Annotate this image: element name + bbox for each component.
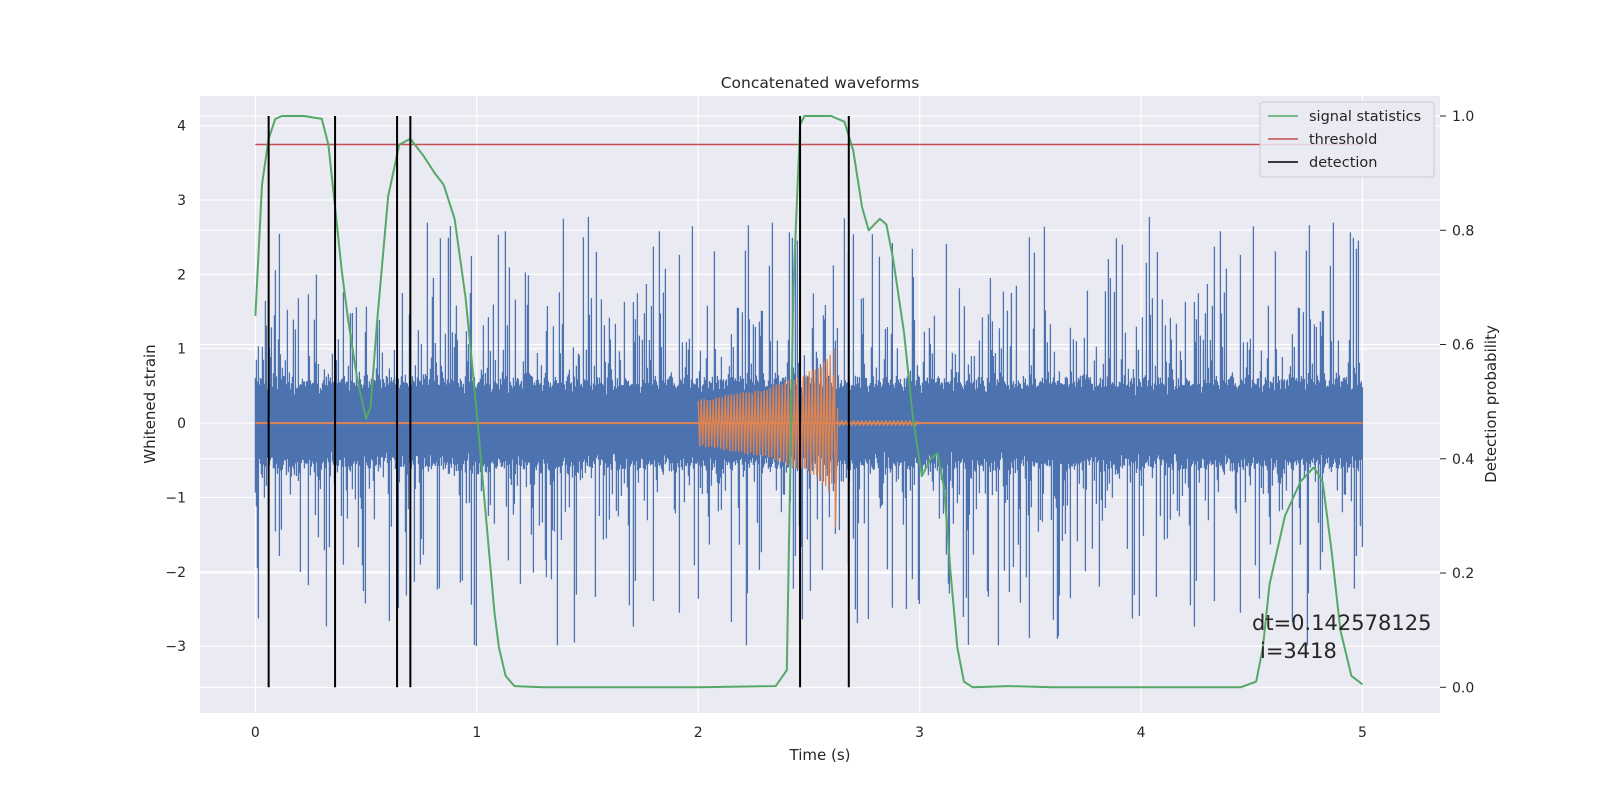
y-tick-label-left: −3 [165, 639, 186, 655]
legend-label-signal-statistics: signal statistics [1309, 109, 1421, 125]
y-tick-label-right: 0.0 [1452, 680, 1474, 696]
x-axis-label: Time (s) [789, 746, 851, 764]
y-tick-label-left: −1 [165, 490, 186, 506]
annotation-index: i=3418 [1260, 639, 1337, 663]
ticks: 0 1 2 3 4 5 −3 −2 −1 0 1 2 3 4 0.0 0.2 0.4 0.6 0.8 1.0 [165, 109, 1474, 741]
y-tick-label-left: 0 [177, 416, 186, 432]
x-tick-label: 5 [1358, 725, 1367, 741]
x-tick-label: 3 [915, 725, 924, 741]
y-tick-label-left: 4 [177, 119, 186, 135]
legend-label-threshold: threshold [1309, 132, 1377, 148]
y-tick-label-right: 0.4 [1452, 452, 1474, 468]
y-tick-label-right: 0.6 [1452, 338, 1474, 354]
legend: signal statistics threshold detection [1259, 101, 1435, 178]
y-tick-label-right: 1.0 [1452, 109, 1474, 125]
y-axis-label-right: Detection probability [1482, 325, 1500, 483]
annotation-dt: dt=0.142578125 [1252, 611, 1431, 635]
y-tick-label-left: −2 [165, 565, 186, 581]
legend-label-detection: detection [1309, 155, 1377, 171]
legend-box [1259, 101, 1435, 178]
y-tick-label-right: 0.2 [1452, 566, 1474, 582]
y-axis-label-left: Whitened strain [141, 344, 159, 463]
y-tick-label-left: 3 [177, 193, 186, 209]
chart-title: Concatenated waveforms [721, 74, 920, 92]
y-tick-label-left: 1 [177, 342, 186, 358]
y-tick-label-left: 2 [177, 267, 186, 283]
y-tick-label-right: 0.8 [1452, 223, 1474, 239]
x-tick-label: 4 [1137, 725, 1146, 741]
x-tick-label: 0 [251, 725, 260, 741]
x-tick-label: 1 [472, 725, 481, 741]
x-tick-label: 2 [694, 725, 703, 741]
data-layer [254, 115, 1364, 689]
